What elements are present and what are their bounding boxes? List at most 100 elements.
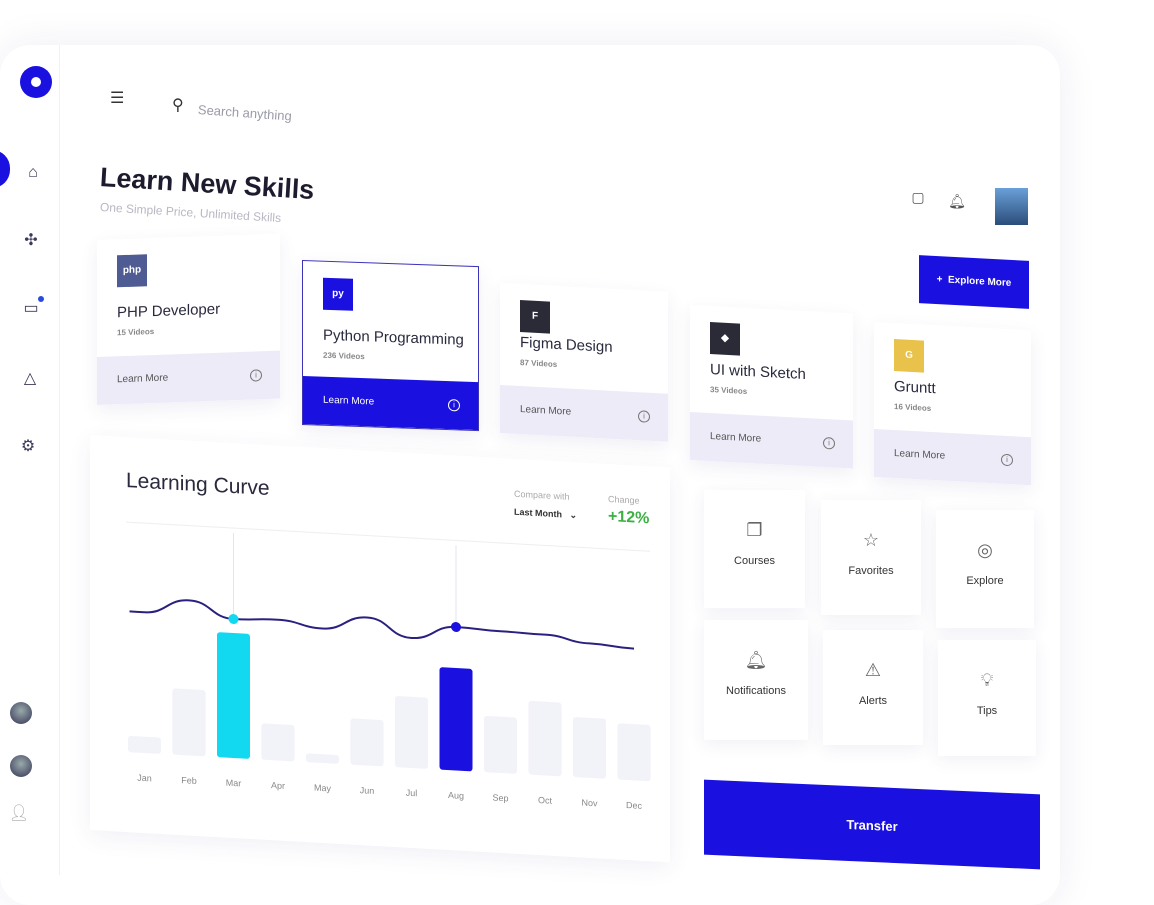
folder-icon[interactable]: ▭ — [20, 296, 44, 320]
x-tick-label: Feb — [181, 775, 197, 786]
avatar-user-2[interactable] — [10, 755, 32, 777]
notification-dot — [38, 296, 44, 302]
x-tick-label: Jan — [137, 773, 152, 784]
tile-label: Courses — [734, 555, 775, 567]
alerts-icon: ⚠︎ — [864, 660, 882, 680]
x-tick-label: Jun — [360, 785, 375, 796]
x-tick-label: Sep — [492, 793, 508, 804]
plus-icon: + — [936, 274, 943, 286]
course-logo: py — [323, 277, 353, 311]
bar-jul — [395, 695, 428, 769]
course-video-count: 87 Videos — [520, 358, 558, 369]
course-video-count: 16 Videos — [894, 402, 932, 413]
chat-icon[interactable]: ▢ — [911, 189, 925, 205]
bar-may — [306, 753, 339, 764]
learn-more-bar[interactable]: Learn More i — [500, 385, 668, 442]
course-card[interactable]: php PHP Developer 15 Videos Learn More i — [97, 233, 280, 405]
course-logo: F — [520, 300, 550, 334]
course-name: Gruntt — [894, 378, 936, 398]
explore-more-button[interactable]: + Explore More — [919, 255, 1029, 309]
tile-alerts[interactable]: ⚠︎ Alerts — [823, 630, 923, 745]
learning-curve-card: Learning Curve Compare with Last Month ⌄… — [90, 435, 670, 863]
add-user-icon[interactable]: 👤︎ — [8, 805, 30, 822]
learn-more-link[interactable]: Learn More — [323, 394, 375, 408]
sidebar — [0, 45, 60, 875]
course-card[interactable]: G Gruntt 16 Videos Learn More i — [874, 322, 1031, 486]
home-icon[interactable]: ⌂ — [28, 164, 38, 181]
x-tick-label: Mar — [226, 778, 241, 789]
tile-label: Favorites — [848, 565, 894, 577]
tile-label: Tips — [976, 705, 998, 717]
course-video-count: 236 Videos — [323, 350, 365, 362]
course-video-count: 15 Videos — [117, 327, 155, 338]
bar-jun — [350, 718, 384, 767]
transfer-button[interactable]: Transfer — [704, 779, 1040, 870]
active-indicator — [0, 150, 10, 188]
course-logo: php — [117, 254, 147, 288]
tile-notifications[interactable]: 🔔︎ Notifications — [704, 620, 808, 740]
tile-label: Notifications — [726, 685, 786, 697]
bell-icon[interactable]: 🔔︎ — [948, 193, 966, 209]
bar-apr — [261, 723, 295, 762]
learn-more-bar[interactable]: Learn More i — [874, 429, 1031, 486]
course-card[interactable]: py Python Programming 236 Videos Learn M… — [302, 260, 479, 432]
bar-aug — [439, 667, 473, 772]
course-card[interactable]: ◆ UI with Sketch 35 Videos Learn More i — [690, 305, 853, 469]
info-icon[interactable]: i — [638, 410, 650, 423]
course-name: PHP Developer — [117, 300, 221, 322]
learn-more-link[interactable]: Learn More — [520, 404, 572, 418]
bar-jan — [128, 736, 161, 754]
notifications-icon: 🔔︎ — [744, 650, 768, 670]
tips-icon: 💡︎ — [980, 670, 994, 690]
course-logo: ◆ — [710, 322, 740, 356]
info-icon[interactable]: i — [448, 399, 460, 412]
x-tick-label: Apr — [271, 780, 285, 791]
course-name: UI with Sketch — [710, 361, 806, 384]
x-tick-label: Nov — [581, 797, 597, 808]
learn-more-bar[interactable]: Learn More i — [303, 376, 478, 431]
bar-feb — [172, 688, 206, 757]
tile-favorites[interactable]: ☆ Favorites — [821, 500, 921, 615]
learn-more-link[interactable]: Learn More — [710, 431, 762, 445]
chart-divider — [126, 521, 650, 552]
bar-mar — [217, 632, 250, 759]
learn-more-bar[interactable]: Learn More i — [690, 412, 853, 469]
tile-explore[interactable]: ◎ Explore — [936, 510, 1034, 628]
profile-avatar[interactable] — [995, 188, 1028, 225]
explore-label: Explore More — [948, 274, 1012, 289]
learning-curve-chart: Jan Feb Mar Apr May Jun Jul Aug Sep Oct Nov Dec — [126, 521, 651, 811]
info-icon[interactable]: i — [250, 369, 262, 382]
point-mar[interactable] — [228, 614, 239, 625]
menu-icon[interactable]: ☰ — [110, 90, 125, 107]
info-icon[interactable]: i — [1001, 453, 1013, 467]
apps-icon[interactable]: ✣ — [24, 232, 38, 249]
learning-curve-line — [129, 599, 635, 650]
tile-courses[interactable]: ❐ Courses — [704, 490, 805, 608]
course-card[interactable]: F Figma Design 87 Videos Learn More i — [500, 283, 668, 442]
x-tick-label: May — [314, 783, 331, 794]
course-logo: G — [894, 339, 924, 373]
search-icon: ⚲ — [172, 97, 184, 114]
course-name: Python Programming — [323, 326, 464, 349]
learn-more-link[interactable]: Learn More — [894, 448, 946, 462]
learn-more-link[interactable]: Learn More — [117, 372, 169, 386]
info-icon[interactable]: i — [823, 436, 835, 450]
bar-sep — [484, 715, 517, 774]
course-video-count: 35 Videos — [710, 385, 748, 396]
bar-nov — [573, 717, 606, 779]
app-logo[interactable] — [20, 66, 52, 98]
settings-icon[interactable]: ⚙ — [20, 438, 36, 455]
x-tick-label: Aug — [448, 790, 464, 801]
courses-icon: ❐ — [746, 520, 763, 540]
avatar-user-1[interactable] — [10, 702, 32, 724]
tile-tips[interactable]: 💡︎ Tips — [938, 640, 1036, 756]
course-name: Figma Design — [520, 334, 613, 356]
point-aug[interactable] — [451, 621, 461, 633]
learn-more-bar[interactable]: Learn More i — [97, 350, 280, 405]
tile-label: Alerts — [858, 695, 888, 707]
explore-icon: ◎ — [977, 540, 993, 560]
bar-dec — [617, 723, 651, 782]
favorites-icon: ☆ — [862, 530, 880, 550]
x-tick-label: Jul — [406, 788, 418, 799]
rocket-icon[interactable]: △ — [23, 370, 37, 387]
